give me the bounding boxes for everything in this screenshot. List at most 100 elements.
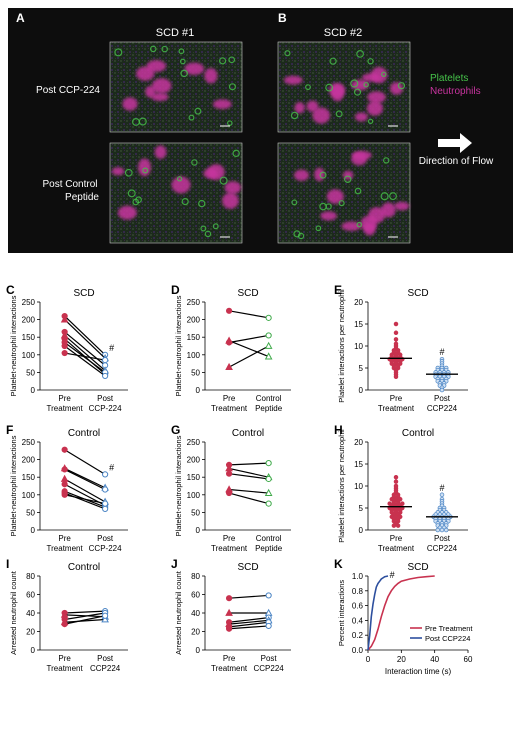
platelet-dot — [290, 111, 299, 120]
y-tick-label: 0.0 — [352, 646, 364, 655]
data-point — [225, 362, 233, 371]
neutrophil-blob — [314, 167, 325, 182]
panel-letter: I — [6, 557, 9, 571]
platelet-dot — [319, 171, 327, 179]
platelet-dot — [291, 199, 298, 206]
platelet-dot — [356, 221, 363, 228]
chart-title: SCD — [407, 288, 428, 299]
category-label: Pre — [223, 534, 236, 543]
pair-line — [64, 345, 106, 377]
platelet-dot — [180, 69, 188, 78]
platelet-dot — [228, 83, 237, 91]
platelet-dot — [200, 225, 207, 232]
data-point — [225, 595, 233, 602]
neutrophil-blob — [117, 205, 137, 220]
neutrophil-blob — [151, 92, 169, 102]
pair-line — [229, 488, 269, 494]
category-label: Pre — [58, 394, 71, 403]
data-point — [264, 341, 273, 349]
neutrophil-blob — [224, 181, 242, 194]
platelet-dot — [212, 223, 219, 230]
chart-title: SCD — [237, 562, 258, 573]
platelet-dot — [338, 200, 345, 207]
y-tick-label: 100 — [22, 491, 36, 500]
y-tick-label: 200 — [187, 456, 201, 465]
platelet-dot — [142, 167, 149, 174]
micrograph-background — [8, 8, 513, 253]
platelet-dot — [363, 81, 369, 88]
pair-line — [228, 310, 269, 319]
data-point — [395, 523, 401, 528]
platelet-dot — [161, 45, 168, 53]
platelet-dot — [315, 225, 322, 232]
y-tick-label: 0 — [31, 526, 36, 535]
micrograph-tile — [277, 41, 411, 133]
data-point — [61, 349, 68, 357]
neutrophil-blob — [390, 82, 404, 95]
chart-title: Control — [232, 428, 264, 439]
y-tick-label: 60 — [191, 591, 200, 600]
y-tick-label: 0.6 — [352, 602, 364, 611]
y-tick-label: 15 — [354, 320, 363, 329]
panel-letter: F — [6, 423, 13, 437]
category-label: Post — [97, 654, 114, 663]
chart-panel-k: K SCD 0.0 0.2 0.4 0.6 0.8 1.0 Percent interactio… — [334, 557, 473, 676]
y-tick-label: 150 — [187, 473, 201, 482]
neutrophil-blob — [368, 207, 386, 223]
category-label: Peptide — [255, 404, 283, 413]
data-point — [61, 621, 68, 628]
platelet-dot — [219, 57, 227, 65]
platelet-dot — [179, 58, 186, 65]
data-point — [225, 339, 233, 346]
platelet-dot — [178, 48, 185, 55]
y-tick-label: 10 — [354, 342, 363, 351]
platelet-dot — [149, 45, 157, 53]
x-tick-label: 60 — [464, 655, 473, 664]
pair-line — [229, 625, 269, 630]
platelet-dot — [114, 48, 123, 57]
chart-panel-c: C SCD 0 50 100 150 200 250 Platelet-neutrophil i… — [6, 283, 128, 413]
pair-line — [64, 467, 106, 489]
y-axis-label: Arrested neutrophil count — [174, 570, 183, 655]
platelet-dot — [194, 107, 202, 115]
panel-letter-a: A — [16, 11, 25, 25]
platelet-dot — [356, 50, 364, 58]
y-axis-label: Platelet-neutrophil interactions — [174, 295, 183, 396]
significance-mark: # — [109, 343, 114, 353]
data-point — [102, 612, 109, 619]
micrograph-tile-frame — [109, 41, 243, 133]
neutrophil-blob — [136, 66, 155, 81]
data-point — [393, 479, 399, 484]
neutrophil-blob — [312, 107, 331, 124]
platelet-dot — [228, 56, 236, 64]
y-tick-label: 20 — [191, 628, 200, 637]
significance-mark: # — [439, 483, 444, 493]
pair-line — [64, 615, 106, 625]
y-tick-label: 0 — [196, 526, 201, 535]
panel-letter: H — [334, 423, 343, 437]
category-label: Treatment — [47, 404, 84, 413]
platelet-dot — [383, 157, 390, 164]
data-point — [225, 625, 233, 632]
pair-line — [64, 315, 106, 356]
category-label: Treatment — [378, 404, 415, 413]
data-point — [264, 352, 273, 360]
data-point — [265, 460, 272, 467]
pair-line — [64, 468, 106, 491]
platelet-dot — [219, 176, 228, 185]
category-label: Post — [434, 394, 451, 403]
y-tick-label: 100 — [22, 351, 36, 360]
chart-panel-h: H Control 0 5 10 15 20 Platelet interactions pe… — [334, 423, 468, 553]
neutrophil-blob — [184, 62, 205, 75]
data-point — [439, 527, 445, 533]
chart-title: SCD — [73, 288, 94, 299]
data-point — [225, 307, 233, 314]
data-point — [265, 475, 272, 483]
platelet-dot — [325, 83, 334, 92]
platelet-dot — [397, 82, 406, 90]
data-point — [391, 523, 397, 528]
x-tick-label: 40 — [430, 655, 439, 664]
neutrophil-blob — [306, 100, 319, 112]
data-point — [225, 608, 233, 616]
